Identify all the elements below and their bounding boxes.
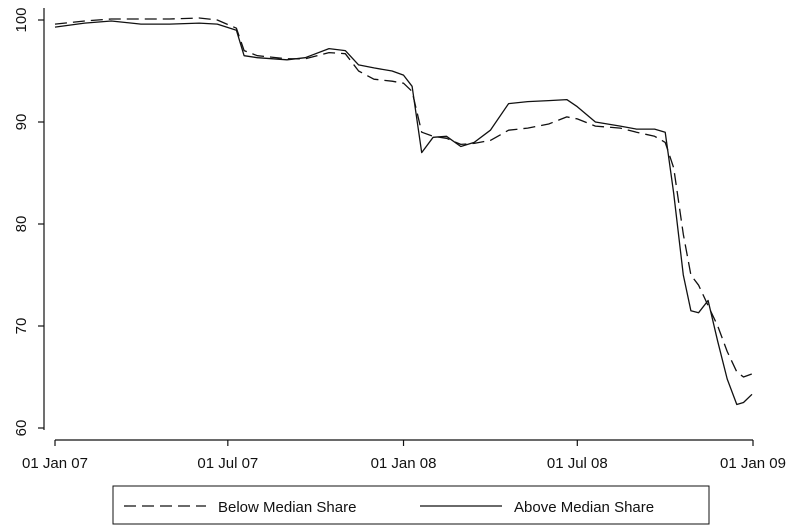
x-tick-label: 01 Jul 08 (547, 455, 608, 472)
x-tick-label: 01 Jan 08 (371, 455, 437, 472)
legend-box (112, 485, 710, 525)
legend-label-above-median: Above Median Share (514, 499, 654, 516)
legend: Below Median Share Above Median Share (112, 485, 710, 525)
y-tick-label: 70 (13, 318, 30, 335)
x-ticks: 01 Jan 07 01 Jul 07 01 Jan 08 01 Jul 08 01 J… (22, 440, 786, 472)
y-tick-label: 80 (13, 216, 30, 233)
series-lines (54, 17, 753, 406)
x-tick-label: 01 Jan 07 (22, 455, 88, 472)
x-tick-label: 01 Jul 07 (197, 455, 258, 472)
y-tick-label: 90 (13, 114, 30, 131)
y-ticks: 60 70 80 90 100 (13, 7, 44, 436)
legend-label-below-median: Below Median Share (218, 499, 356, 516)
series-line-above-median (54, 20, 753, 406)
x-tick-label: 01 Jan 09 (720, 455, 786, 472)
series-line-below-median (54, 17, 753, 378)
y-tick-label: 60 (13, 420, 30, 437)
y-tick-label: 100 (13, 7, 30, 32)
